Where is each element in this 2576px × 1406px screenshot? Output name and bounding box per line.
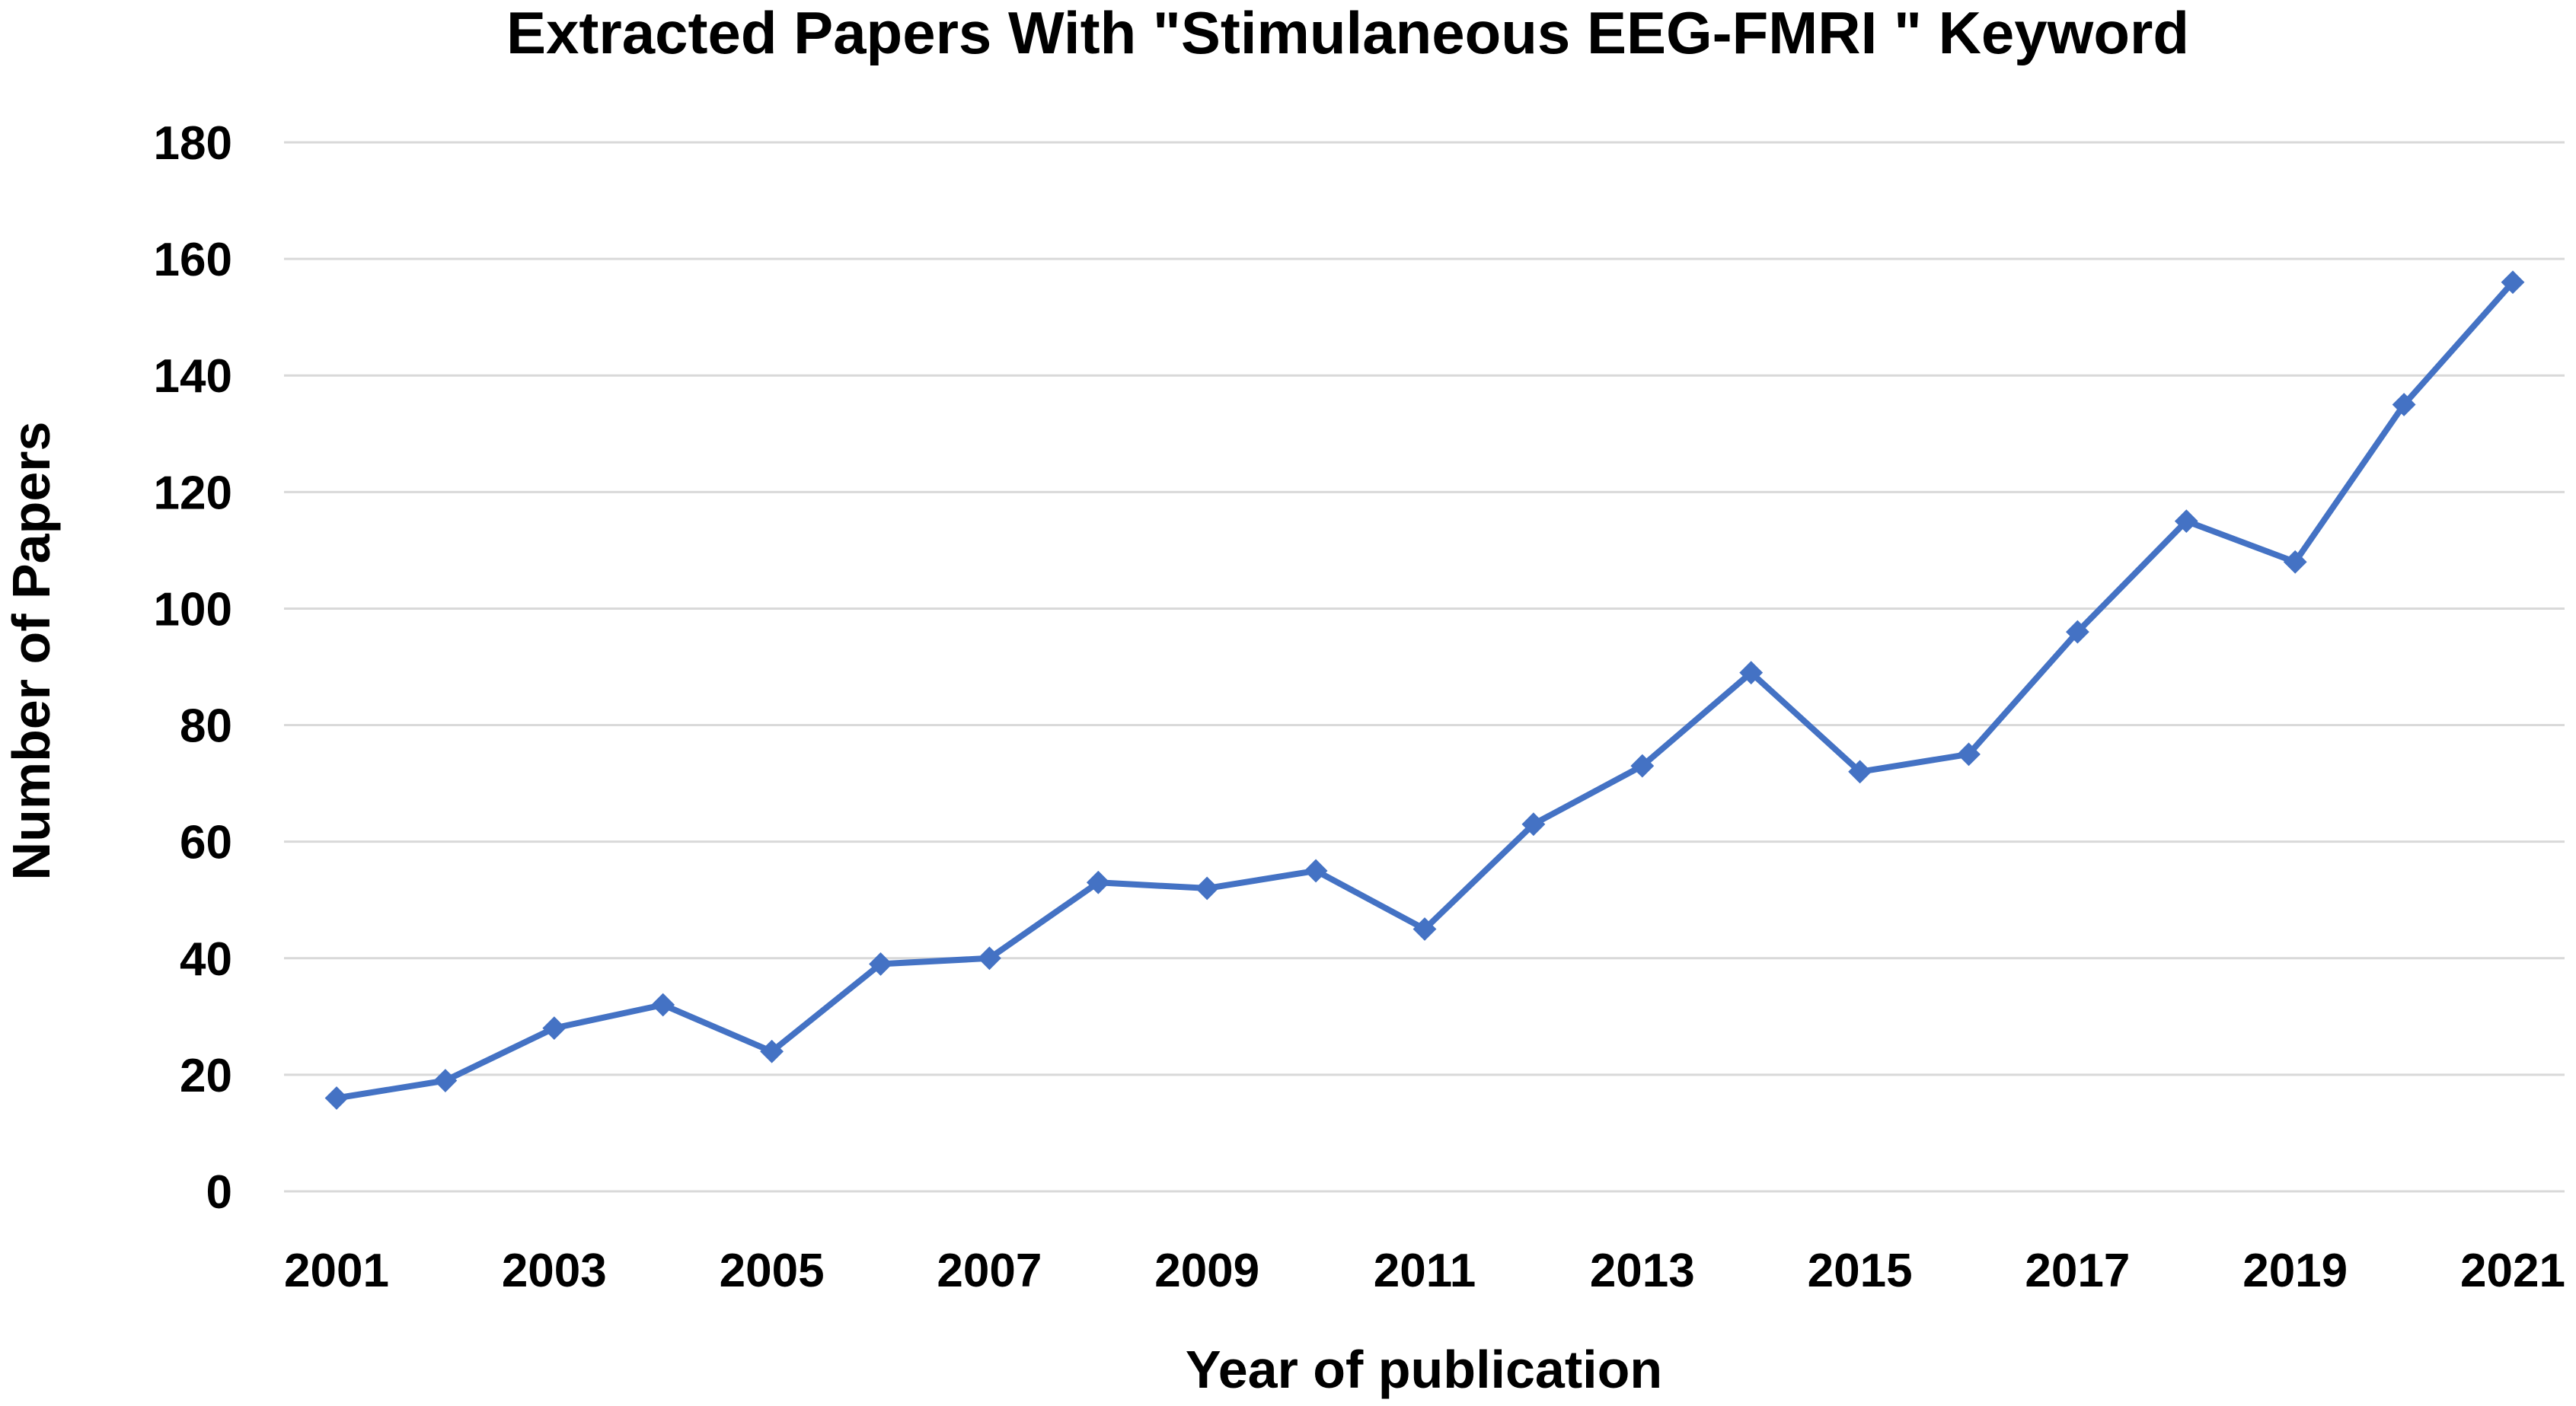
data-point-marker xyxy=(433,1069,458,1092)
data-point-marker xyxy=(1412,917,1437,941)
data-point-marker xyxy=(1957,742,1981,767)
x-axis-label: Year of publication xyxy=(1186,1340,1662,1399)
y-axis-label: Number of Papers xyxy=(2,422,61,881)
data-point-marker xyxy=(1630,754,1655,778)
data-point-marker xyxy=(2392,393,2416,416)
y-tick-label: 60 xyxy=(180,817,232,869)
x-tick-label: 2001 xyxy=(284,1245,389,1297)
data-point-marker xyxy=(2065,620,2089,644)
y-tick-label: 20 xyxy=(180,1050,232,1102)
data-point-marker xyxy=(1086,870,1110,894)
y-tick-label: 80 xyxy=(180,700,232,753)
x-tick-label: 2005 xyxy=(720,1245,825,1297)
data-point-marker xyxy=(1848,760,1872,784)
data-point-marker xyxy=(542,1016,567,1041)
data-point-marker xyxy=(1195,876,1219,901)
y-tick-label: 0 xyxy=(206,1166,232,1219)
x-tick-label: 2015 xyxy=(1808,1245,1913,1297)
data-point-marker xyxy=(2174,509,2198,534)
y-tick-label: 120 xyxy=(154,467,232,519)
data-point-marker xyxy=(1739,661,1764,685)
data-point-marker xyxy=(2283,550,2307,574)
x-tick-label: 2017 xyxy=(2025,1245,2130,1297)
x-tick-label: 2007 xyxy=(937,1245,1042,1297)
y-tick-label: 100 xyxy=(154,583,232,636)
y-tick-label: 40 xyxy=(180,933,232,986)
series-line xyxy=(334,279,2516,1102)
data-point-marker xyxy=(324,1086,349,1110)
data-point-marker xyxy=(869,952,892,976)
x-tick-labels: 2001 2003 2005 2007 2009 2011 2013 2015 2017 2019… xyxy=(284,1245,2565,1297)
data-point-marker xyxy=(977,946,1001,971)
x-tick-label: 2009 xyxy=(1154,1245,1259,1297)
gridlines xyxy=(284,141,2565,1193)
x-tick-label: 2013 xyxy=(1590,1245,1695,1297)
data-point-marker xyxy=(760,1039,784,1063)
chart-title: Extracted Papers With "Stimulaneous EEG-… xyxy=(506,0,2189,66)
x-tick-label: 2019 xyxy=(2242,1245,2348,1297)
data-point-marker xyxy=(651,993,675,1017)
data-point-marker xyxy=(2501,270,2525,295)
x-tick-label: 2021 xyxy=(2460,1245,2565,1297)
data-point-marker xyxy=(1521,812,1546,837)
x-tick-label: 2003 xyxy=(502,1245,607,1297)
y-tick-label: 160 xyxy=(154,234,232,286)
y-tick-labels: 0 20 40 60 80 100 120 140 160 180 xyxy=(154,117,232,1219)
x-tick-label: 2011 xyxy=(1374,1245,1476,1297)
y-tick-label: 140 xyxy=(154,350,232,403)
y-tick-label: 180 xyxy=(154,117,232,170)
series xyxy=(324,270,2525,1110)
data-point-marker xyxy=(1304,859,1328,883)
